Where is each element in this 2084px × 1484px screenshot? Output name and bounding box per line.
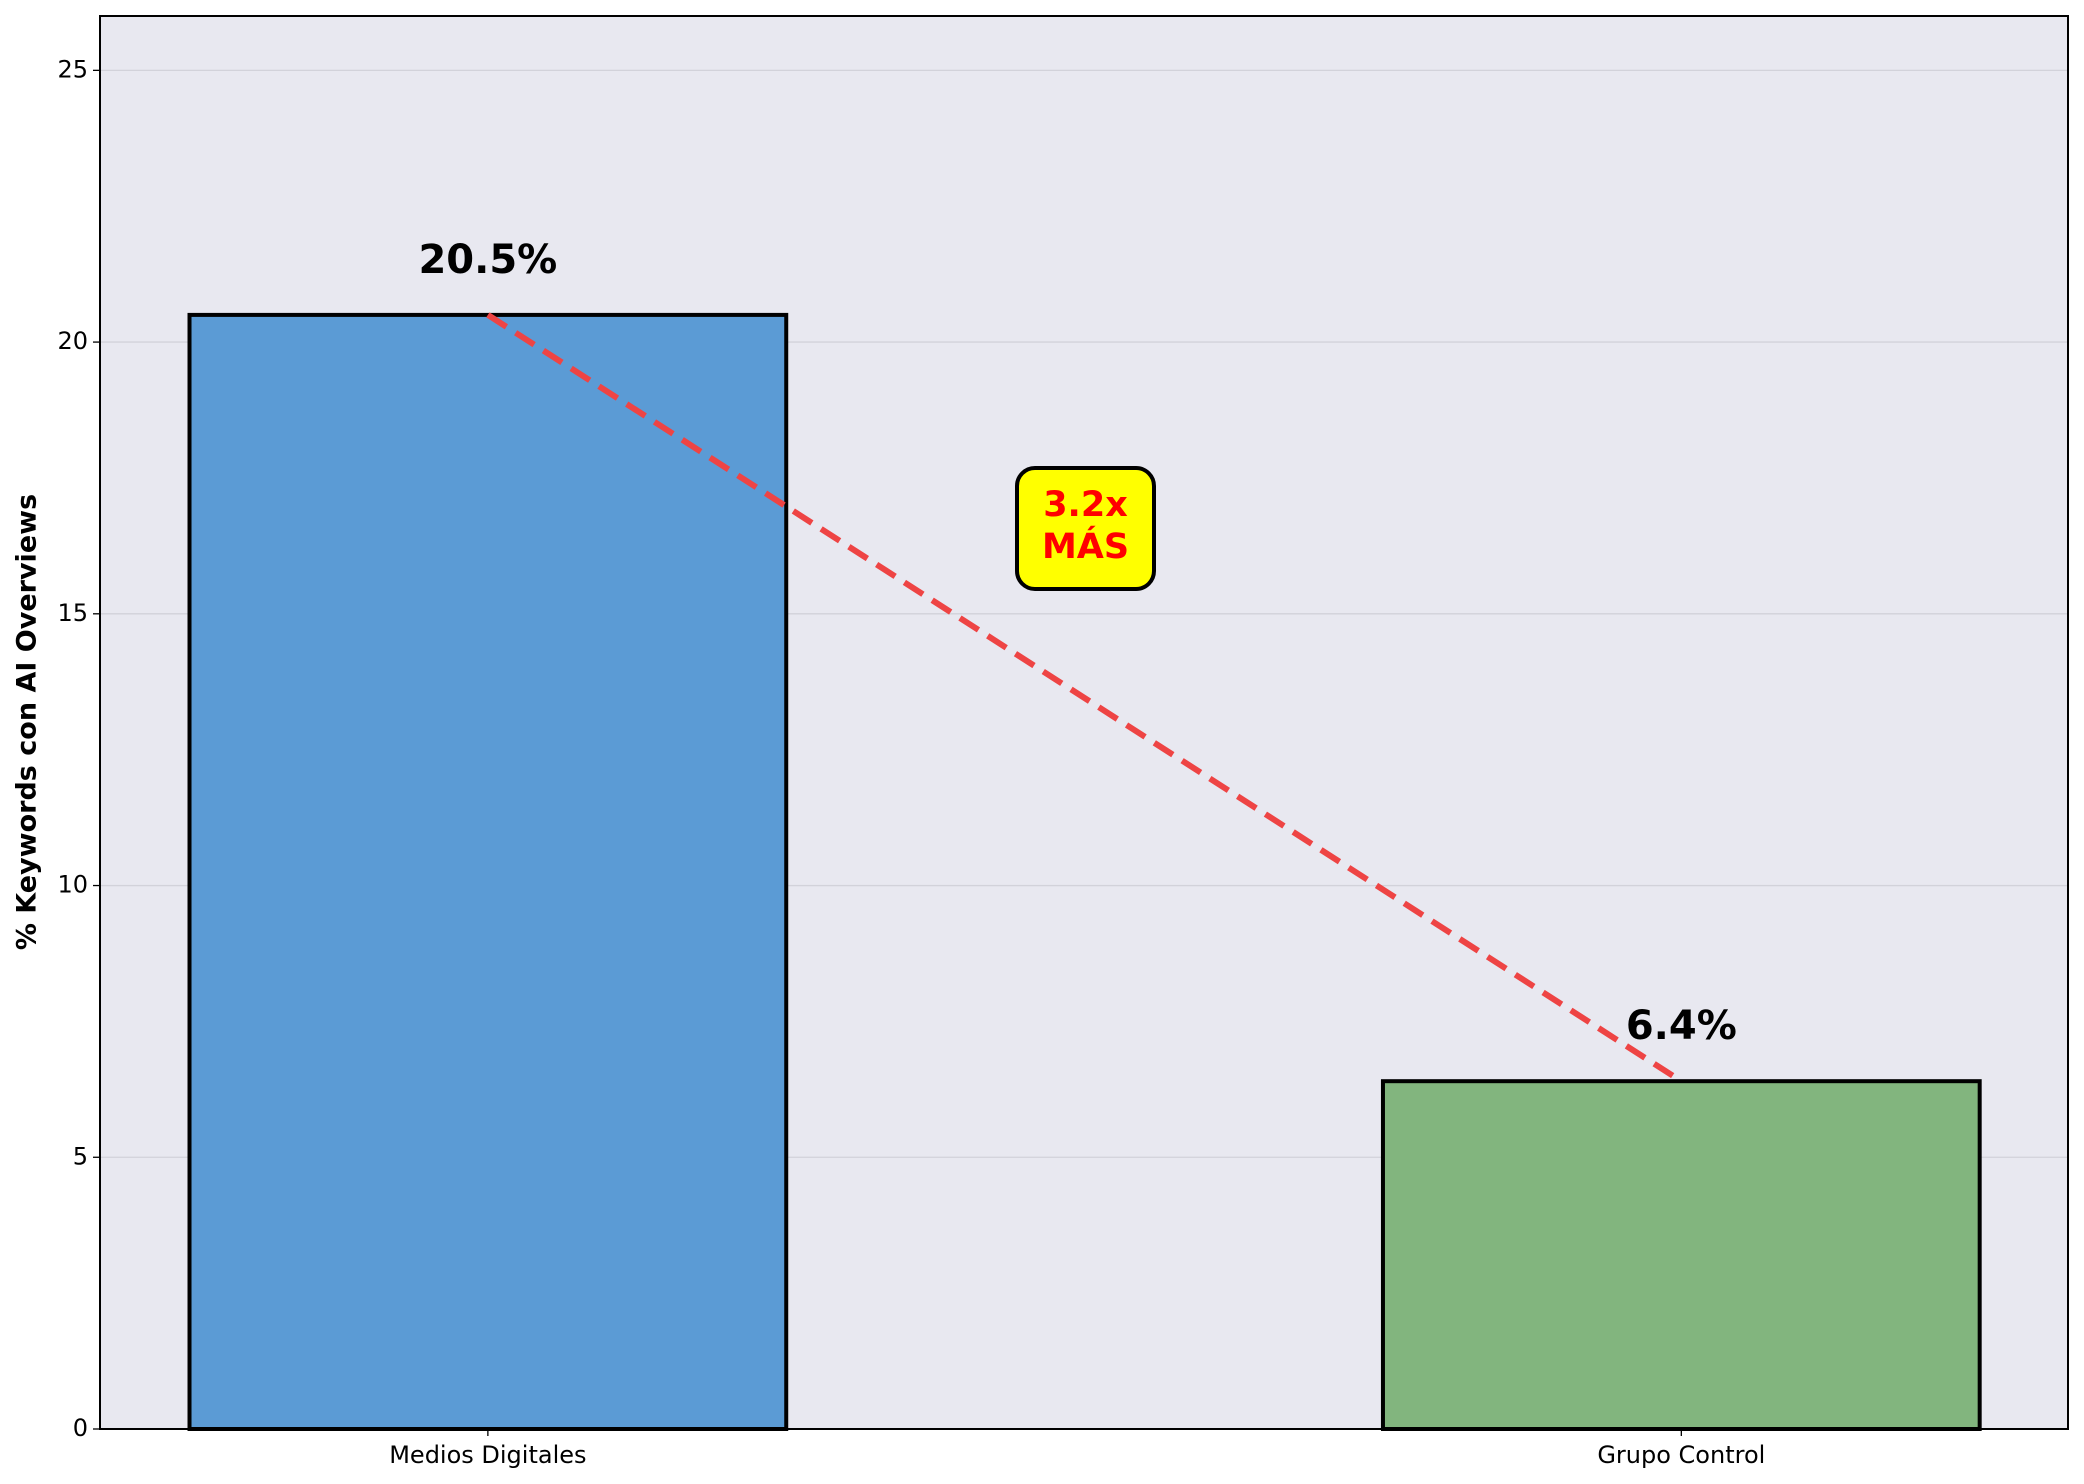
x-tick-label: Medios Digitales xyxy=(389,1441,586,1469)
y-tick-label: 0 xyxy=(73,1414,88,1442)
annotation-text: MÁS xyxy=(1042,525,1129,567)
y-tick-label: 25 xyxy=(57,55,88,83)
x-tick-label: Grupo Control xyxy=(1597,1441,1765,1469)
value-label: 20.5% xyxy=(418,237,557,283)
annotation-text: 3.2x xyxy=(1043,485,1128,525)
bar xyxy=(187,312,789,1432)
value-label: 6.4% xyxy=(1626,1003,1737,1049)
connector-line xyxy=(486,312,1683,1084)
bar xyxy=(1380,1079,1982,1431)
y-axis-label: % Keywords con AI Overviews xyxy=(12,494,43,950)
annotation-box xyxy=(1015,466,1156,591)
y-tick-label: 20 xyxy=(57,327,88,355)
y-tick-label: 10 xyxy=(57,871,88,899)
axes-frame xyxy=(99,15,2069,1430)
y-tick-label: 15 xyxy=(57,599,88,627)
y-tick-label: 5 xyxy=(73,1142,88,1170)
